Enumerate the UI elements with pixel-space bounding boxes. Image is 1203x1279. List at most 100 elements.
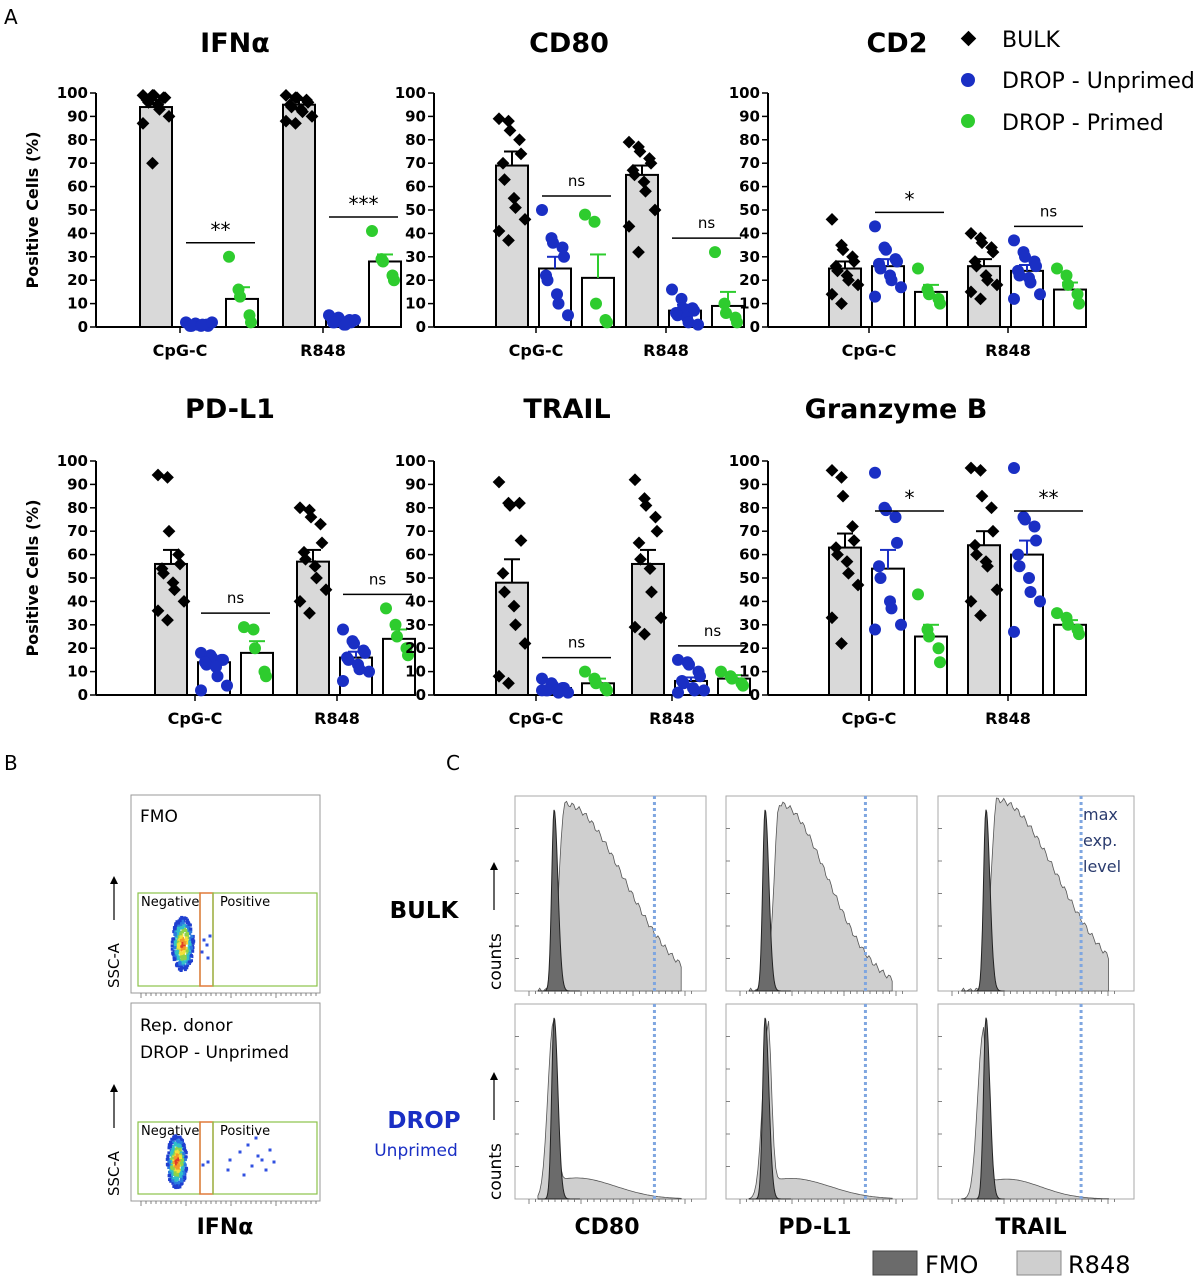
data-point xyxy=(889,511,902,524)
data-point xyxy=(588,215,601,228)
data-point xyxy=(873,560,885,573)
event-dot xyxy=(181,1158,185,1162)
event-dot xyxy=(175,930,179,934)
y-tick-label: 10 xyxy=(739,663,760,681)
legend-primed-label: DROP - Primed xyxy=(1002,111,1164,136)
event-dot xyxy=(177,919,181,923)
gate-negative-label-top: Negative xyxy=(141,895,199,910)
data-point xyxy=(492,475,506,489)
x-category-label: CpG-C xyxy=(842,341,897,360)
data-point xyxy=(514,147,528,161)
event-dot xyxy=(171,952,175,956)
y-tick-label: 20 xyxy=(67,639,88,657)
data-point xyxy=(1073,297,1085,310)
hist-col-label-pdl1: PD-L1 xyxy=(778,1215,851,1240)
significance-label: ns xyxy=(568,172,586,190)
event-dot xyxy=(176,940,180,944)
data-point xyxy=(514,534,528,547)
event-dot xyxy=(186,952,190,956)
event-dot xyxy=(183,968,187,972)
y-tick-label: 90 xyxy=(67,107,88,125)
max-note-line3: level xyxy=(1083,857,1121,876)
event-dot xyxy=(176,1163,180,1167)
y-tick-label: 30 xyxy=(739,248,760,266)
event-dot xyxy=(170,944,174,948)
event-dot xyxy=(180,952,184,956)
y-tick-label: 70 xyxy=(405,522,426,540)
event-dot xyxy=(179,921,183,925)
event-dot xyxy=(181,964,185,968)
data-point xyxy=(552,686,565,699)
event-dot xyxy=(176,936,180,940)
event-dot xyxy=(177,1169,181,1173)
y-tick-label: 60 xyxy=(739,178,760,196)
data-point xyxy=(869,290,881,303)
x-category-label: CpG-C xyxy=(509,341,564,360)
y-tick-label: 50 xyxy=(739,569,760,587)
chart-4: TRAIL 0 10 20 30 40 50 60 70 80 90 100 CpG-C ns R848 ns xyxy=(395,394,751,728)
chart-2: CD2 0 10 20 30 40 50 60 70 80 90 100 CpG-C * R848 ns xyxy=(729,28,1087,360)
data-point xyxy=(885,274,898,287)
data-point xyxy=(1013,560,1026,573)
event-dot xyxy=(181,1173,185,1177)
data-point xyxy=(402,649,414,662)
y-tick-label: 40 xyxy=(67,224,88,242)
event-dot xyxy=(171,1179,175,1183)
event-dot xyxy=(173,940,177,944)
event-dot xyxy=(176,1153,180,1157)
data-point xyxy=(579,208,591,221)
event-dot xyxy=(208,934,212,938)
data-point xyxy=(632,536,646,550)
histogram-fmo xyxy=(748,1017,791,1200)
y-tick-label: 0 xyxy=(750,686,760,704)
y-tick-label: 90 xyxy=(405,107,426,125)
event-dot xyxy=(256,1154,260,1158)
data-point xyxy=(195,684,207,697)
dotplot-drop-events xyxy=(140,1134,317,1206)
event-dot xyxy=(171,1167,175,1171)
data-point xyxy=(162,110,176,123)
event-dot xyxy=(174,1147,178,1151)
legend-unprimed-label: DROP - Unprimed xyxy=(1002,69,1195,94)
event-dot xyxy=(176,943,180,947)
data-point xyxy=(726,672,738,685)
hist-col-label-trail: TRAIL xyxy=(995,1215,1066,1240)
y-tick-label: 60 xyxy=(67,546,88,564)
data-point xyxy=(975,489,989,503)
data-point xyxy=(1019,250,1031,263)
y-tick-label: 70 xyxy=(739,154,760,172)
data-point xyxy=(492,112,506,126)
event-dot xyxy=(182,946,186,950)
data-point xyxy=(161,471,174,484)
significance-label: ns xyxy=(1040,202,1058,220)
data-point xyxy=(185,319,198,332)
event-dot xyxy=(173,1172,177,1176)
event-dot xyxy=(181,961,185,965)
y-tick-label: 30 xyxy=(739,616,760,634)
data-point xyxy=(285,100,298,114)
x-category-label: R848 xyxy=(300,341,346,360)
legend: BULK DROP - Unprimed DROP - Primed xyxy=(960,28,1195,136)
data-point xyxy=(895,281,907,294)
event-dot xyxy=(176,1144,180,1148)
data-point xyxy=(492,224,506,238)
event-dot xyxy=(186,920,190,924)
legend-primed-marker xyxy=(961,114,975,128)
event-dot xyxy=(170,1151,174,1155)
event-dot xyxy=(177,921,181,925)
event-dot xyxy=(167,1151,171,1155)
significance-label: ns xyxy=(227,589,245,607)
x-category-label: R848 xyxy=(985,709,1031,728)
data-point xyxy=(601,684,613,697)
event-dot xyxy=(191,944,195,948)
dotplot-x-label: IFNα xyxy=(197,1215,254,1240)
data-point xyxy=(974,463,987,477)
event-dot xyxy=(174,1159,178,1163)
gate-positive-top xyxy=(212,892,318,987)
event-dot xyxy=(201,1163,205,1167)
event-dot xyxy=(170,947,174,951)
x-category-label: R848 xyxy=(643,341,689,360)
event-dot xyxy=(184,1155,188,1159)
event-dot xyxy=(179,965,183,969)
